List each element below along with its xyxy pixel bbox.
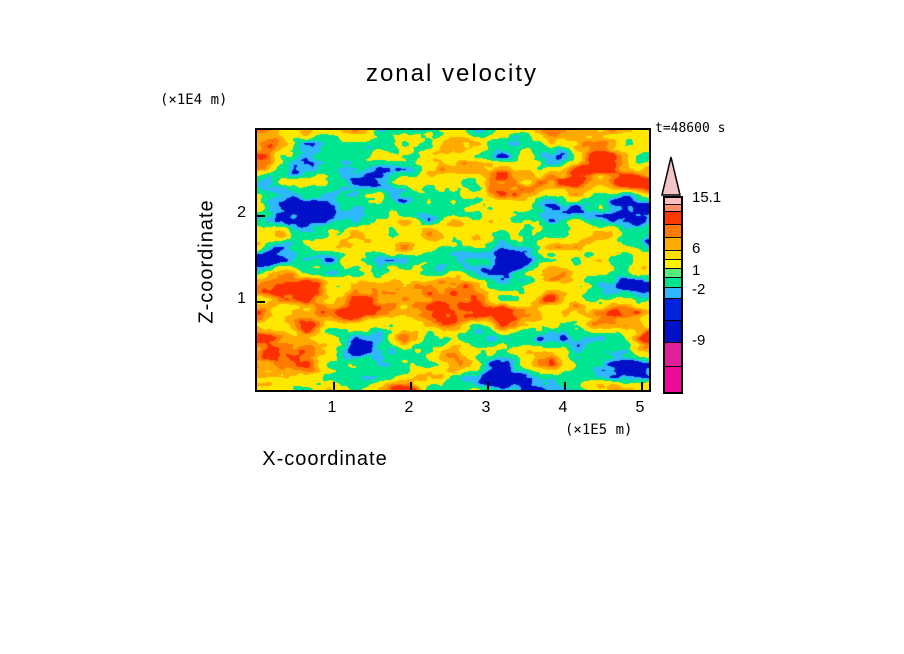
x-tick-mark: [641, 382, 643, 390]
colorbar-segment: [665, 268, 681, 277]
colorbar-tick-label: -9: [692, 332, 706, 349]
colorbar-segment: [665, 366, 681, 392]
plot-frame: [255, 128, 651, 392]
colorbar-segment: [665, 342, 681, 366]
colorbar-tick-label: 15.1: [692, 189, 722, 206]
colorbar-segment: [665, 224, 681, 237]
colorbar-segment: [665, 287, 681, 298]
colorbar-segment: [665, 237, 681, 250]
x-tick-mark: [410, 382, 412, 390]
colorbar-segment: [665, 259, 681, 268]
y-tick-label: 1: [237, 290, 246, 307]
x-axis-title: X-coordinate: [262, 448, 388, 470]
y-axis-title: Z-coordinate: [195, 199, 218, 324]
colorbar-segment: [665, 250, 681, 259]
colorbar-tick-label: 1: [692, 262, 701, 279]
colorbar-segment: [665, 298, 681, 320]
colorbar-arrow-tip: [661, 156, 681, 196]
y-tick-mark: [257, 301, 265, 303]
y-tick-label: 2: [237, 204, 246, 221]
x-tick-label: 5: [635, 399, 645, 416]
colorbar-segment: [665, 320, 681, 342]
colorbar-segment: [665, 204, 681, 211]
x-axis-unit-label: (×1E5 m): [565, 422, 633, 438]
x-tick-mark: [333, 382, 335, 390]
colorbar-segment: [665, 198, 681, 204]
chart-title: zonal velocity: [365, 60, 539, 87]
colorbar-segment: [665, 211, 681, 224]
colorbar-tick-label: -2: [692, 281, 706, 298]
colorbar-segment: [665, 277, 681, 287]
colorbar-tick-label: 6: [692, 240, 701, 257]
x-tick-label: 3: [481, 399, 491, 416]
y-tick-mark: [257, 215, 265, 217]
time-annotation: t=48600 s: [655, 121, 726, 136]
y-axis-unit-label: (×1E4 m): [160, 92, 228, 108]
x-tick-label: 2: [404, 399, 414, 416]
x-tick-mark: [487, 382, 489, 390]
x-tick-label: 1: [327, 399, 337, 416]
colorbar: [663, 196, 683, 394]
contour-field: [257, 130, 649, 390]
x-tick-label: 4: [558, 399, 568, 416]
x-tick-mark: [564, 382, 566, 390]
